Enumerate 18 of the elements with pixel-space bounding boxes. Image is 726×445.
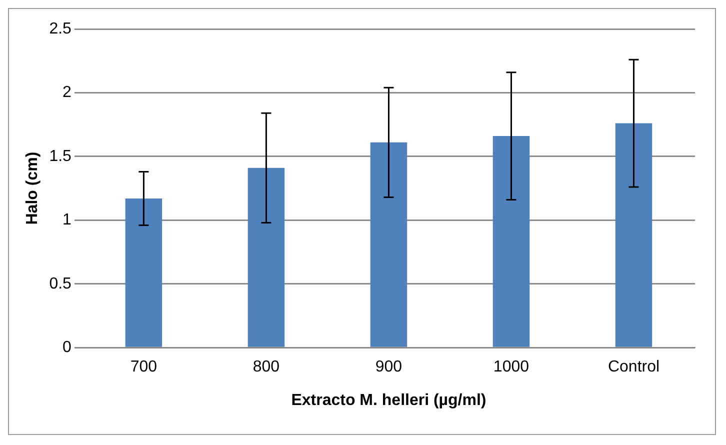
y-tick-label: 0 bbox=[62, 339, 72, 356]
x-tick-label: 700 bbox=[130, 358, 158, 376]
y-tick-label: 1.5 bbox=[49, 148, 72, 165]
bar bbox=[248, 168, 285, 347]
y-tick-label: 2.5 bbox=[49, 20, 72, 38]
bar bbox=[370, 142, 408, 347]
bar bbox=[492, 136, 530, 347]
x-tick-label: 1000 bbox=[493, 358, 530, 376]
y-tick-label: 2 bbox=[62, 84, 72, 102]
bar bbox=[125, 198, 162, 347]
x-tick-label: 900 bbox=[375, 358, 402, 376]
y-tick-label: 1 bbox=[62, 212, 72, 229]
bar bbox=[615, 123, 652, 347]
x-axis-title: Extracto M. helleri (µg/ml) bbox=[291, 392, 486, 409]
x-tick-label: Control bbox=[608, 358, 660, 376]
x-tick-label: 800 bbox=[252, 358, 280, 376]
y-axis-title: Halo (cm) bbox=[24, 152, 42, 225]
y-tick-label: 0.5 bbox=[49, 275, 72, 292]
